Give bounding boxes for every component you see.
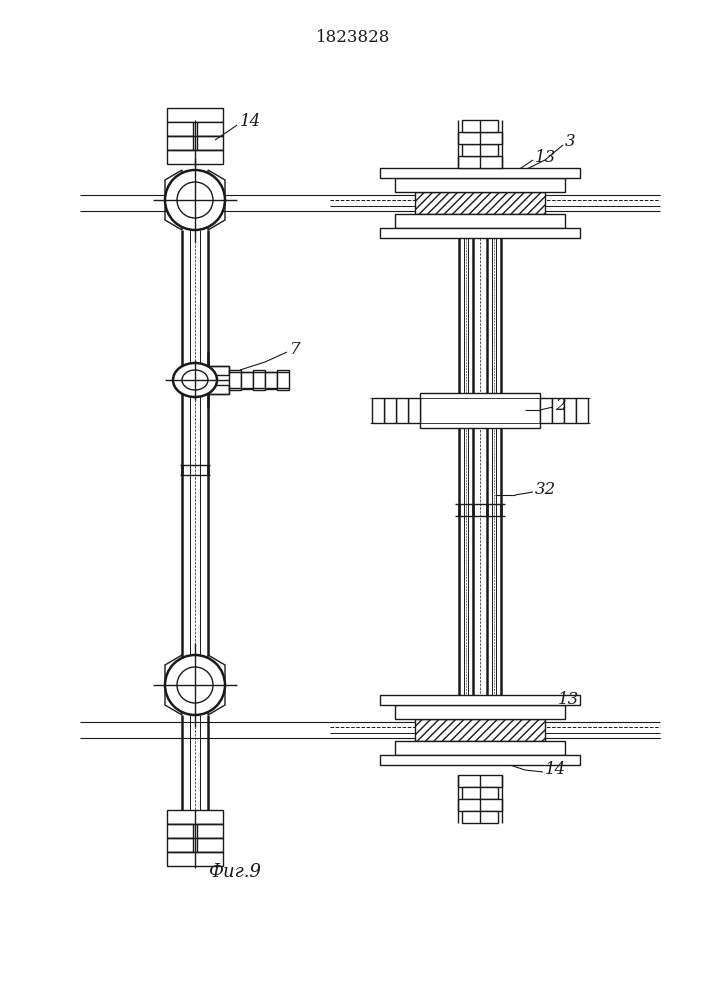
Text: 7: 7 — [290, 342, 300, 359]
Bar — [265, 371, 277, 388]
Text: 14: 14 — [545, 762, 566, 778]
Bar — [458, 775, 502, 787]
Text: 13: 13 — [558, 692, 579, 708]
Circle shape — [165, 170, 225, 230]
Text: Фиг.9: Фиг.9 — [209, 863, 262, 881]
Bar — [458, 132, 502, 144]
Bar — [395, 178, 565, 192]
Bar — [197, 838, 223, 852]
Bar — [277, 370, 289, 390]
Bar — [380, 695, 580, 705]
Text: 14: 14 — [240, 113, 262, 130]
Text: 13: 13 — [535, 148, 556, 165]
Bar — [241, 371, 253, 388]
Bar — [167, 810, 223, 824]
Bar — [462, 787, 498, 799]
Bar — [408, 397, 420, 422]
Polygon shape — [165, 170, 182, 230]
Bar — [253, 370, 265, 390]
Polygon shape — [165, 655, 182, 715]
Bar — [395, 214, 565, 228]
Bar — [458, 156, 502, 168]
Bar — [197, 122, 223, 136]
Ellipse shape — [173, 363, 217, 397]
Polygon shape — [208, 366, 229, 375]
Bar — [229, 370, 241, 390]
Bar — [396, 397, 408, 422]
Polygon shape — [208, 655, 225, 715]
Bar — [462, 120, 498, 132]
Bar — [167, 150, 223, 164]
Bar — [197, 136, 223, 150]
Bar — [576, 397, 588, 422]
Bar — [395, 741, 565, 755]
Bar — [380, 168, 580, 178]
Bar — [372, 397, 384, 422]
Bar — [167, 136, 193, 150]
Bar — [167, 108, 223, 122]
Bar — [167, 852, 223, 866]
Bar — [415, 192, 545, 214]
Bar — [167, 838, 193, 852]
Bar — [167, 824, 193, 838]
Bar — [415, 719, 545, 741]
Bar — [380, 228, 580, 238]
Bar — [395, 705, 565, 719]
Bar — [552, 397, 564, 422]
Text: 2: 2 — [555, 396, 566, 414]
Bar — [420, 392, 540, 428]
Bar — [384, 397, 396, 422]
Bar — [564, 397, 576, 422]
Polygon shape — [208, 170, 225, 230]
Circle shape — [177, 667, 213, 703]
Bar — [167, 122, 193, 136]
Bar — [462, 811, 498, 823]
Bar — [197, 824, 223, 838]
Bar — [462, 144, 498, 156]
Polygon shape — [208, 385, 229, 394]
Circle shape — [165, 655, 225, 715]
Text: 1823828: 1823828 — [316, 29, 390, 46]
Text: 32: 32 — [535, 482, 556, 498]
Ellipse shape — [182, 370, 208, 390]
Bar — [380, 755, 580, 765]
Circle shape — [177, 182, 213, 218]
Bar — [540, 397, 552, 422]
Bar — [458, 799, 502, 811]
Text: 3: 3 — [565, 133, 575, 150]
